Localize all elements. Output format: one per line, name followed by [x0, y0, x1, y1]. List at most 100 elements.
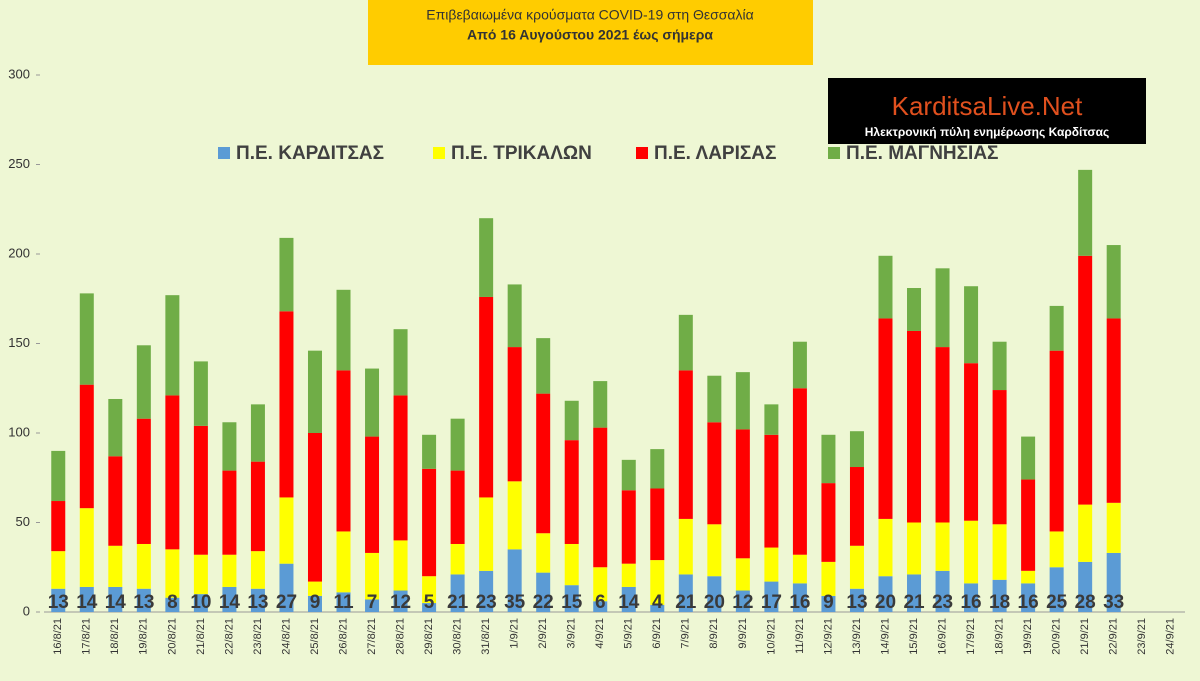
data-label: 6 [595, 592, 606, 613]
bar-segment [992, 341, 1007, 391]
bar-segment [878, 318, 893, 519]
bar-segment [336, 370, 351, 532]
bar-segment [365, 436, 380, 553]
bar-segment [735, 590, 750, 612]
bar-segment [79, 586, 94, 612]
bar-segment [393, 329, 408, 396]
bar-segment [564, 440, 579, 544]
x-tick-label: 6/9/21 [651, 618, 663, 649]
bar-segment [507, 549, 522, 612]
x-tick-label: 30/8/21 [452, 618, 464, 655]
data-label: 21 [447, 592, 469, 613]
x-tick-label: 8/9/21 [708, 618, 720, 649]
data-label: 12 [390, 592, 411, 613]
data-label: 14 [618, 592, 640, 613]
bar-segment [79, 384, 94, 509]
bar-segment [621, 563, 636, 587]
bar-segment [907, 522, 922, 575]
legend-label: Π.Ε. ΛΑΡΙΣΑΣ [654, 143, 776, 164]
data-label: 18 [989, 592, 1010, 613]
bar-segment [393, 540, 408, 591]
data-label: 20 [875, 592, 896, 613]
bar-segment [849, 467, 864, 546]
bar-segment [1021, 479, 1036, 571]
bar-segment [792, 341, 807, 389]
bar-segment [222, 554, 237, 587]
bar-segment [279, 237, 294, 312]
bar-segment [735, 372, 750, 430]
bar-segment [849, 588, 864, 612]
bar-segment [1078, 504, 1093, 562]
bar-segment [136, 345, 151, 419]
bar-segment [507, 347, 522, 482]
bar-segment [51, 501, 66, 552]
bar-segment [593, 601, 608, 612]
bar-segment [393, 395, 408, 541]
bar-segment [222, 586, 237, 612]
bar-segment [165, 395, 180, 550]
bar-segment [1106, 318, 1121, 503]
bar-segment [764, 581, 779, 612]
bar-segment [935, 570, 950, 612]
bar-segment [536, 393, 551, 534]
bar-segment [307, 595, 322, 612]
x-tick-label: 26/8/21 [337, 618, 349, 655]
data-label: 7 [367, 592, 378, 613]
bar-segment [336, 531, 351, 593]
bar-segment [108, 456, 123, 546]
bar-segment [365, 368, 380, 437]
bar-segment [108, 398, 123, 457]
x-tick-label: 24/9/21 [1165, 618, 1177, 655]
bar-segment [507, 284, 522, 348]
bar-segment [678, 574, 693, 612]
bar-segment [193, 425, 208, 555]
x-tick-label: 24/8/21 [280, 618, 292, 655]
x-tick-label: 23/8/21 [252, 618, 264, 655]
bar-segment [964, 520, 979, 584]
data-label: 25 [1046, 592, 1068, 613]
bar-segment [250, 461, 265, 552]
bar-segment [992, 579, 1007, 612]
bar-segment [792, 554, 807, 584]
data-label: 16 [1018, 592, 1039, 613]
bar-segment [935, 347, 950, 523]
bar-segment [165, 549, 180, 598]
bar-segment [422, 468, 437, 577]
bar-segment [707, 576, 722, 612]
bar-segment [136, 588, 151, 612]
x-tick-label: 12/9/21 [822, 618, 834, 655]
x-tick-label: 22/8/21 [223, 618, 235, 655]
legend-swatch [636, 147, 648, 159]
bar-segment [422, 603, 437, 612]
bar-segment [878, 576, 893, 612]
bar-segment [735, 429, 750, 559]
data-label: 16 [789, 592, 810, 613]
bar-segment [1021, 570, 1036, 584]
data-label: 13 [247, 592, 268, 613]
y-tick-label: 100 [8, 424, 30, 439]
bar-segment [1049, 305, 1064, 351]
bar-segment [450, 418, 465, 471]
x-tick-label: 11/9/21 [794, 618, 806, 654]
bar-segment [1106, 552, 1121, 612]
bar-segment [878, 518, 893, 577]
bar-segment [707, 524, 722, 577]
data-label: 13 [133, 592, 154, 613]
x-tick-label: 22/9/21 [1108, 618, 1120, 655]
x-tick-label: 15/9/21 [908, 618, 920, 655]
y-tick-label: 0 [23, 603, 30, 618]
bar-segment [193, 594, 208, 612]
bar-segment [422, 434, 437, 469]
bar-segment [964, 583, 979, 612]
bar-segment [51, 588, 66, 612]
x-tick-label: 7/9/21 [680, 618, 692, 649]
bar-segment [479, 296, 494, 498]
bar-segment [450, 470, 465, 544]
bar-segment [479, 497, 494, 571]
data-label: 8 [167, 592, 178, 613]
bar-segment [450, 574, 465, 612]
bar-segment [250, 551, 265, 589]
bar-segment [707, 375, 722, 423]
